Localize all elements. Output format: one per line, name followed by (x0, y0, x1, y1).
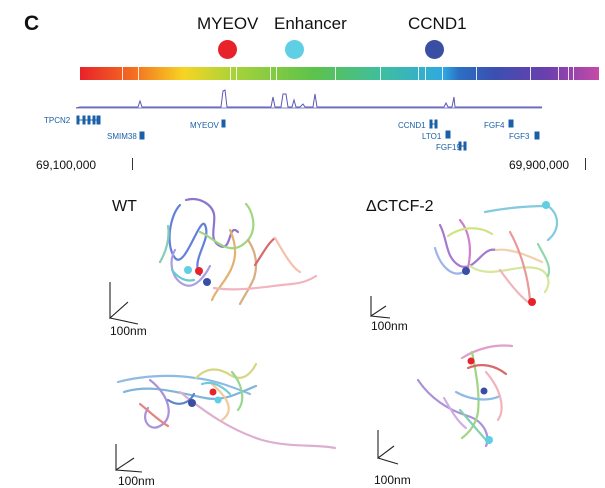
enhancer-dot (285, 40, 304, 59)
trace-beads (184, 201, 550, 444)
gene-label-smim38: SMIM38 (107, 132, 137, 141)
coordinate-start-tick (132, 158, 133, 170)
gene-label-myeov: MYEOV (190, 121, 219, 130)
scale-bar-label-wt-top: 100nm (110, 324, 147, 338)
wt-trace-top (158, 197, 318, 306)
scale-bar-label-dctcf2-top: 100nm (371, 319, 408, 333)
wt-trace-bottom (116, 362, 337, 450)
gene-label-lto1: LTO1 (422, 132, 442, 141)
panel-label: C (24, 12, 40, 35)
coordinate-start: 69,100,000 (36, 158, 97, 172)
gene-label-fgf3: FGF3 (509, 132, 530, 141)
scale-bar-label-dctcf2-bottom: 100nm (374, 473, 411, 487)
coordinate-end: 69,900,000 (509, 158, 570, 172)
genomic-color-bar (80, 67, 599, 80)
gene-label-ccnd1: CCND1 (398, 121, 426, 130)
scale-bar-label-wt-bottom: 100nm (118, 474, 155, 488)
enhancer-label: Enhancer (274, 14, 347, 33)
ccnd1-dot (425, 40, 444, 59)
dctcf2-trace-bottom (416, 344, 514, 448)
condition-wt: WT (112, 198, 137, 215)
signal-track (75, 89, 542, 109)
gene-label-fgf19: FGF19 (436, 143, 461, 152)
gene-track (76, 115, 540, 151)
gene-label-fgf4: FGF4 (484, 121, 505, 130)
myeov-dot (218, 40, 237, 59)
coordinate-end-tick (585, 158, 586, 170)
gene-label-tpcn2: TPCN2 (44, 116, 71, 125)
dctcf2-trace-top (433, 204, 559, 304)
scale-axes (109, 282, 399, 473)
myeov-label: MYEOV (197, 14, 259, 33)
ccnd1-label: CCND1 (408, 14, 467, 33)
condition-dctcf2: ΔCTCF-2 (366, 198, 434, 215)
